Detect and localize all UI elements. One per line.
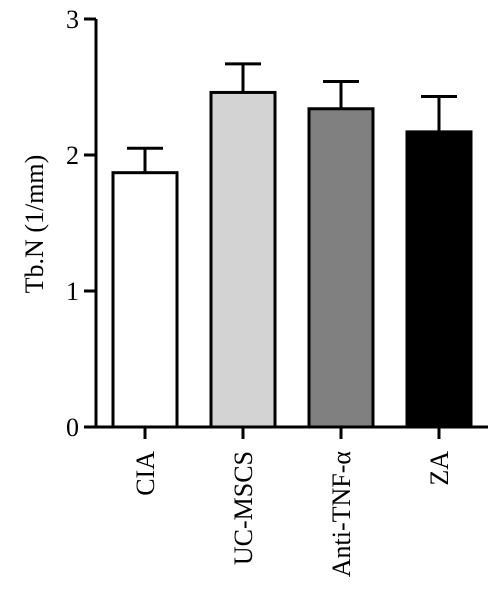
y-axis-label: Tb.N (1/mm) [20, 155, 49, 294]
error-bar-2 [225, 62, 261, 93]
bars [111, 90, 473, 429]
bar-1 [111, 171, 179, 429]
error-bar-4 [421, 95, 457, 132]
bar-4 [405, 130, 473, 429]
bar-2 [209, 90, 277, 429]
y-tick-label: 1 [66, 277, 79, 306]
x-category-label: CIA [131, 451, 160, 496]
bar-3 [307, 107, 375, 429]
y-tick-label: 3 [66, 5, 79, 34]
x-axis: CIA UC-MSCS Anti-TNF-α ZA [96, 425, 488, 578]
error-bar-1 [127, 146, 163, 173]
y-axis: 0 1 2 3 [66, 5, 98, 442]
y-tick-label: 2 [66, 141, 79, 170]
error-bars [127, 62, 457, 173]
error-bar-3 [323, 80, 359, 109]
x-category-label: Anti-TNF-α [327, 451, 356, 578]
x-category-label: UC-MSCS [229, 451, 258, 565]
x-category-label: ZA [425, 451, 454, 486]
y-tick-label: 0 [66, 413, 79, 442]
